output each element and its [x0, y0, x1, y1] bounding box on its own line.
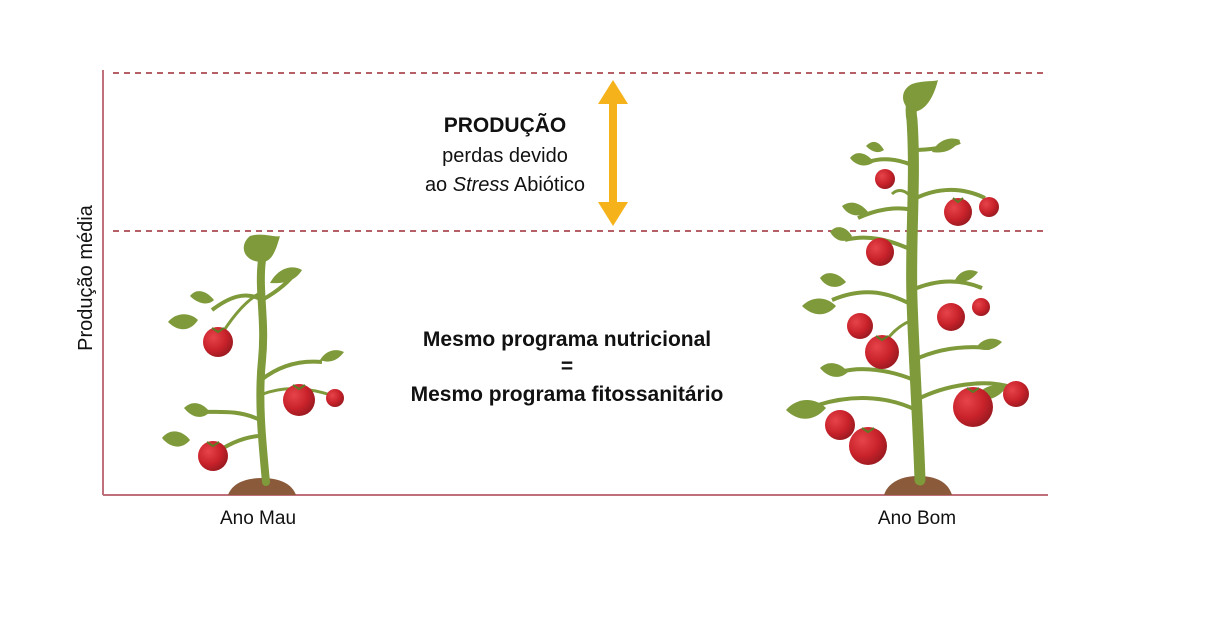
gap-title: PRODUÇÃO [444, 114, 567, 137]
y-axis-label: Produção média [75, 204, 97, 351]
gap-line-3: ao Stress Abiótico [425, 174, 585, 196]
large-tomato-plant-icon [786, 80, 1029, 495]
note-line-3: Mesmo programa fitossanitário [411, 383, 724, 406]
category-label-bad-year: Ano Mau [220, 508, 296, 529]
note-line-1: Mesmo programa nutricional [423, 328, 711, 351]
gap-line-2: perdas devido [442, 145, 568, 167]
small-tomato-plant-icon [162, 234, 344, 495]
note-equals: = [561, 355, 573, 378]
category-label-good-year: Ano Bom [878, 508, 956, 529]
double-arrow-icon [598, 80, 628, 226]
